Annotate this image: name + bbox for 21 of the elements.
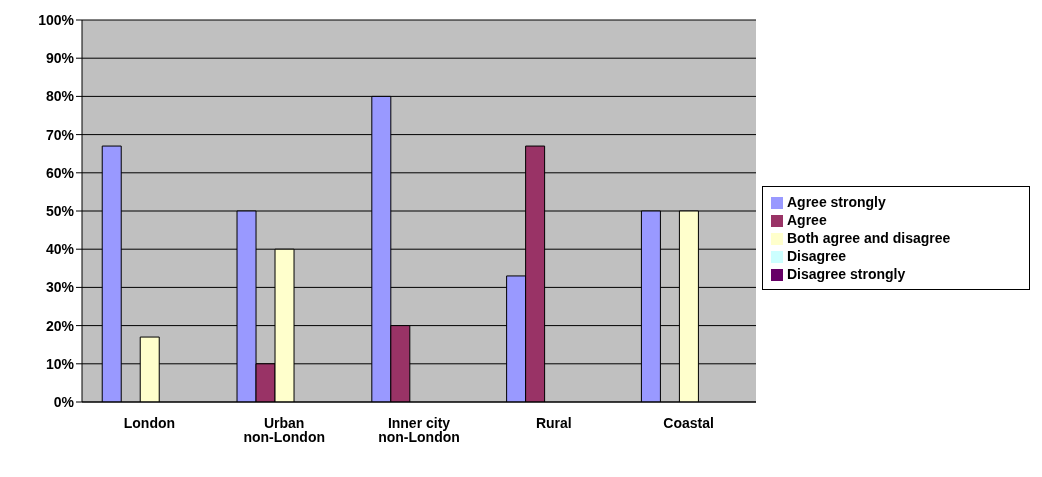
legend-label: Disagree strongly	[787, 266, 906, 282]
y-tick-label: 80%	[45, 88, 75, 105]
y-tick-label: 0%	[53, 393, 75, 410]
y-tick-label: 20%	[45, 317, 75, 334]
x-tick-label: Coastal	[663, 414, 714, 431]
y-tick-label: 50%	[45, 202, 75, 219]
y-tick-label: 90%	[45, 50, 75, 67]
legend-label: Agree strongly	[787, 194, 886, 210]
y-tick-label: 60%	[45, 164, 75, 181]
x-tick-label: London	[123, 414, 176, 431]
y-tick-label: 10%	[45, 355, 75, 372]
legend-label: Agree	[787, 212, 827, 228]
y-tick-label: 30%	[45, 279, 75, 296]
x-tick-label: Inner city non-London	[378, 414, 460, 445]
x-tick-label: Urban non-London	[243, 414, 326, 445]
x-tick-label: Rural	[535, 414, 572, 431]
y-tick-label: 40%	[45, 241, 75, 258]
y-tick-label: 100%	[38, 11, 75, 28]
legend-label: Disagree	[787, 248, 847, 264]
legend-label: Both agree and disagree	[787, 230, 951, 246]
y-tick-label: 70%	[45, 126, 75, 143]
